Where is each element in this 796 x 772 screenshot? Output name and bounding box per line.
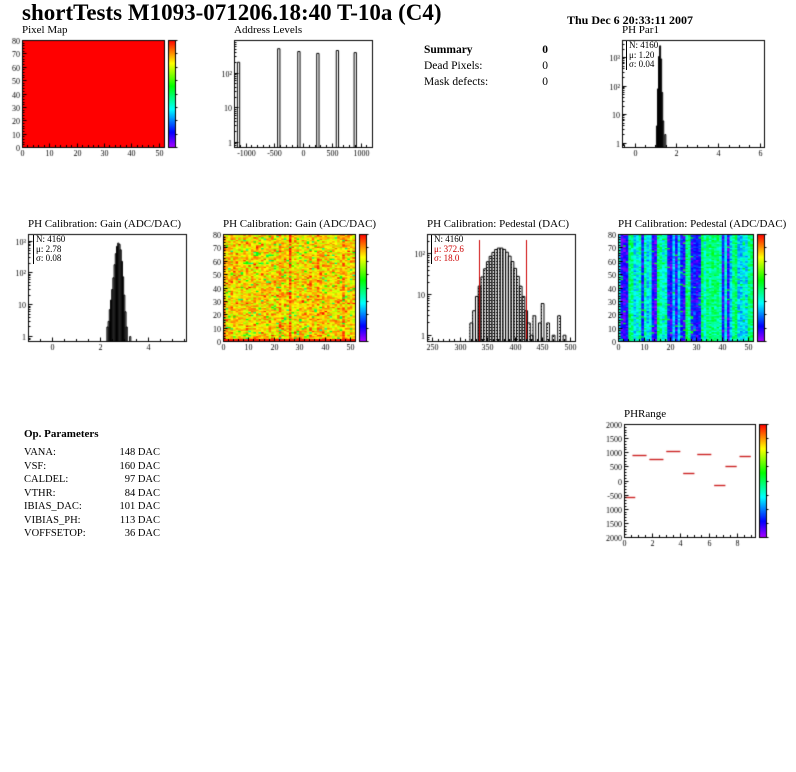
op-param-value: 160 DAC xyxy=(119,460,160,472)
stats-n: N: 4160 xyxy=(629,40,659,50)
chart-gain-map: PH Calibration: Gain (ADC/DAC) xyxy=(202,218,382,354)
op-param-value: 36 DAC xyxy=(124,528,160,539)
stats-sigma: σ: 18.0 xyxy=(434,253,460,263)
chart-title: PH Calibration: Pedestal (ADC/DAC) xyxy=(618,218,787,230)
summary-row-label: Dead Pixels: xyxy=(424,60,483,72)
gain-map-canvas xyxy=(202,230,382,354)
op-param-value: 113 DAC xyxy=(119,514,160,526)
stats-box: N: 4160 μ: 1.20 σ: 0.04 xyxy=(626,40,659,70)
summary-value: 0 xyxy=(542,44,548,56)
chart-title: Address Levels xyxy=(234,24,303,36)
op-param-label: VOFFSETOP: xyxy=(24,528,86,539)
op-param-label: CALDEL: xyxy=(24,474,69,485)
op-param-label: VTHR: xyxy=(24,487,56,499)
op-param-row-caldel: CALDEL: 97 DAC xyxy=(24,473,160,487)
summary-row-value: 0 xyxy=(542,60,548,72)
chart-title: Pixel Map xyxy=(22,24,68,36)
stats-mean: μ: 1.20 xyxy=(629,49,655,60)
chart-ph-range: PHRange xyxy=(594,408,784,550)
ph-par1-canvas xyxy=(596,36,772,160)
stats-sigma: σ: 0.04 xyxy=(629,59,655,69)
summary-row-label: Mask defects: xyxy=(424,76,489,88)
chart-title: PHRange xyxy=(624,408,667,420)
chart-pedestal-hist: PH Calibration: Pedestal (DAC) N: 4160 μ… xyxy=(402,218,582,354)
op-param-label: VIBIAS_PH: xyxy=(24,514,81,526)
op-parameters-block: Op. Parameters VANA: 148 DAC VSF: 160 DA… xyxy=(24,428,160,541)
gain-hist-canvas xyxy=(2,230,194,354)
chart-ph-par1: PH Par1 N: 4160 μ: 1.20 σ: 0.04 xyxy=(596,24,772,160)
op-parameters-title: Op. Parameters xyxy=(24,428,99,440)
op-param-value: 101 DAC xyxy=(119,501,160,512)
stats-n: N: 4160 xyxy=(36,234,66,244)
op-param-value: 148 DAC xyxy=(119,447,160,458)
stats-mean: μ: 2.78 xyxy=(36,243,62,254)
pedestal-hist-canvas xyxy=(402,230,582,354)
summary-block: Summary 0 Dead Pixels: 0 Mask defects: 0 xyxy=(424,42,548,90)
op-param-label: VSF: xyxy=(24,460,47,472)
stats-mean: μ: 372.6 xyxy=(434,243,464,254)
pedestal-map-canvas xyxy=(597,230,782,354)
summary-row-value: 0 xyxy=(542,76,548,88)
pixel-map-canvas xyxy=(2,36,192,160)
op-param-row-vibias-ph: VIBIAS_PH: 113 DAC xyxy=(24,514,160,528)
op-param-value: 84 DAC xyxy=(124,487,160,499)
op-param-row-vthr: VTHR: 84 DAC xyxy=(24,487,160,501)
stats-box: N: 4160 μ: 372.6 σ: 18.0 xyxy=(431,234,464,264)
ph-range-canvas xyxy=(594,420,784,550)
summary-row-dead-pixels: Dead Pixels: 0 xyxy=(424,58,548,74)
op-param-value: 97 DAC xyxy=(124,474,160,485)
op-param-label: IBIAS_DAC: xyxy=(24,501,82,512)
chart-gain-hist: PH Calibration: Gain (ADC/DAC) N: 4160 μ… xyxy=(2,218,194,354)
summary-title: Summary xyxy=(424,44,473,56)
chart-pedestal-map: PH Calibration: Pedestal (ADC/DAC) xyxy=(597,218,786,354)
op-param-row-vana: VANA: 148 DAC xyxy=(24,446,160,460)
timestamp: Thu Dec 6 20:33:11 2007 xyxy=(567,13,693,27)
chart-title: PH Calibration: Gain (ADC/DAC) xyxy=(223,218,377,230)
page-title: shortTests M1093-071206.18:40 T-10a (C4) xyxy=(22,0,442,25)
summary-header-row: Summary 0 xyxy=(424,42,548,58)
chart-pixel-map: Pixel Map xyxy=(2,24,192,160)
chart-title: PH Calibration: Pedestal (DAC) xyxy=(427,218,570,230)
stats-n: N: 4160 xyxy=(434,234,464,244)
op-param-row-ibias-dac: IBIAS_DAC: 101 DAC xyxy=(24,500,160,514)
chart-address-levels: Address Levels xyxy=(210,24,378,160)
op-param-row-voffsetop: VOFFSETOP: 36 DAC xyxy=(24,527,160,541)
summary-row-mask-defects: Mask defects: 0 xyxy=(424,74,548,90)
op-param-label: VANA: xyxy=(24,447,56,458)
address-levels-canvas xyxy=(210,36,378,160)
stats-sigma: σ: 0.08 xyxy=(36,253,62,263)
chart-title: PH Par1 xyxy=(622,24,659,36)
stats-box: N: 4160 μ: 2.78 σ: 0.08 xyxy=(33,234,66,264)
chart-title: PH Calibration: Gain (ADC/DAC) xyxy=(28,218,182,230)
op-param-row-vsf: VSF: 160 DAC xyxy=(24,460,160,474)
